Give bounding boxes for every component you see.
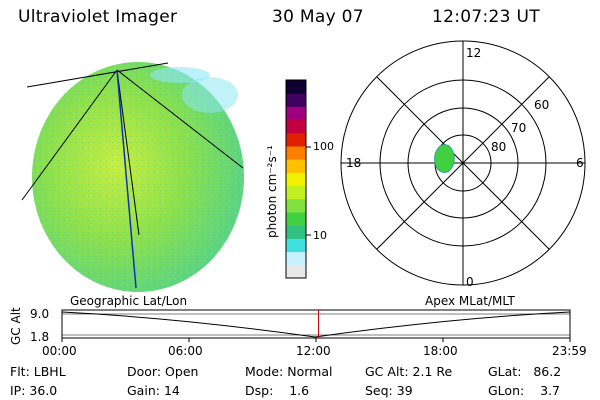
- info-seq-value: 39: [396, 383, 413, 398]
- meridian-line-black: [116, 69, 140, 236]
- colorbar-band: [286, 212, 306, 226]
- mlt-label-0: 0: [466, 275, 474, 289]
- info-glon: GLon: 3.7: [488, 383, 561, 398]
- info-mode: Mode: Normal: [245, 364, 333, 379]
- colorbar-band: [286, 185, 306, 200]
- altitude-left-title: Geographic Lat/Lon: [70, 294, 188, 308]
- altitude-ytick-low: 1.8: [30, 330, 50, 344]
- time-label: 12:07:23 UT: [432, 7, 540, 27]
- altitude-ytick-high: 9.0: [30, 307, 50, 321]
- lat-label-80: 80: [491, 140, 507, 154]
- colorbar-band: [286, 172, 306, 187]
- colorbar-band: [286, 198, 306, 213]
- colorbar-band: [286, 159, 306, 173]
- colorbar-band: [286, 132, 306, 147]
- colorbar-band: [286, 80, 306, 94]
- info-glat-value: 86.2: [533, 364, 562, 379]
- info-gc-alt: GC Alt: 2.1 Re: [365, 364, 453, 379]
- info-flt: Flt: LBHL: [10, 364, 66, 379]
- colorbar-tick-100: 100: [313, 140, 334, 153]
- info-gain: Gain: 14: [127, 383, 180, 398]
- info-glat: GLat: 86.2: [488, 364, 562, 379]
- colorbar-band: [286, 251, 306, 266]
- colorbar-band: [286, 264, 306, 279]
- colorbar-band: [286, 146, 306, 160]
- altitude-xtick-0: 00:00: [42, 344, 77, 358]
- colorbar-band: [286, 93, 306, 107]
- meridian-line-left: [21, 69, 118, 201]
- info-door-value: Open: [165, 364, 199, 379]
- info-dsp: Dsp: 1.6: [245, 383, 310, 398]
- lat-label-70: 70: [511, 121, 527, 135]
- lat-label-60: 60: [534, 98, 550, 112]
- altitude-xtick-4: 23:59: [552, 344, 587, 358]
- colorbar-tick-10: 10: [313, 229, 327, 242]
- info-mode-value: Normal: [287, 364, 333, 379]
- aurora-oval: [434, 144, 455, 173]
- info-gc-alt-value: 2.1 Re: [412, 364, 453, 379]
- instrument-title: Ultraviolet Imager: [18, 7, 178, 27]
- altitude-right-title: Apex MLat/MLT: [425, 294, 515, 308]
- disk-limb-glow: [182, 77, 238, 113]
- altitude-xtick-3: 18:00: [423, 344, 458, 358]
- mlt-label-6: 6: [576, 156, 584, 170]
- info-gain-value: 14: [163, 383, 180, 398]
- altitude-curve: [61, 311, 571, 338]
- info-door: Door: Open: [127, 364, 199, 379]
- info-glon-value: 3.7: [540, 383, 561, 398]
- colorbar-band: [286, 106, 306, 121]
- meridian-line-blue: [116, 69, 137, 289]
- info-dsp-value: 1.6: [289, 383, 310, 398]
- colorbar-band: [286, 238, 306, 253]
- mlt-label-12: 12: [466, 46, 482, 60]
- colorbar-gradient: [286, 80, 306, 279]
- colorbar-band: [286, 119, 306, 134]
- date-label: 30 May 07: [272, 7, 364, 27]
- info-ip: IP: 36.0: [10, 383, 58, 398]
- altitude-xtick-1: 06:00: [168, 344, 203, 358]
- info-seq: Seq: 39: [365, 383, 413, 398]
- info-flt-value: LBHL: [33, 364, 66, 379]
- altitude-xtick-2: 12:00: [296, 344, 331, 358]
- info-ip-value: 36.0: [29, 383, 58, 398]
- mlt-label-18: 18: [346, 156, 362, 170]
- meridian-line-right: [116, 69, 244, 169]
- colorbar-band: [286, 225, 306, 239]
- terminator-line: [26, 62, 169, 88]
